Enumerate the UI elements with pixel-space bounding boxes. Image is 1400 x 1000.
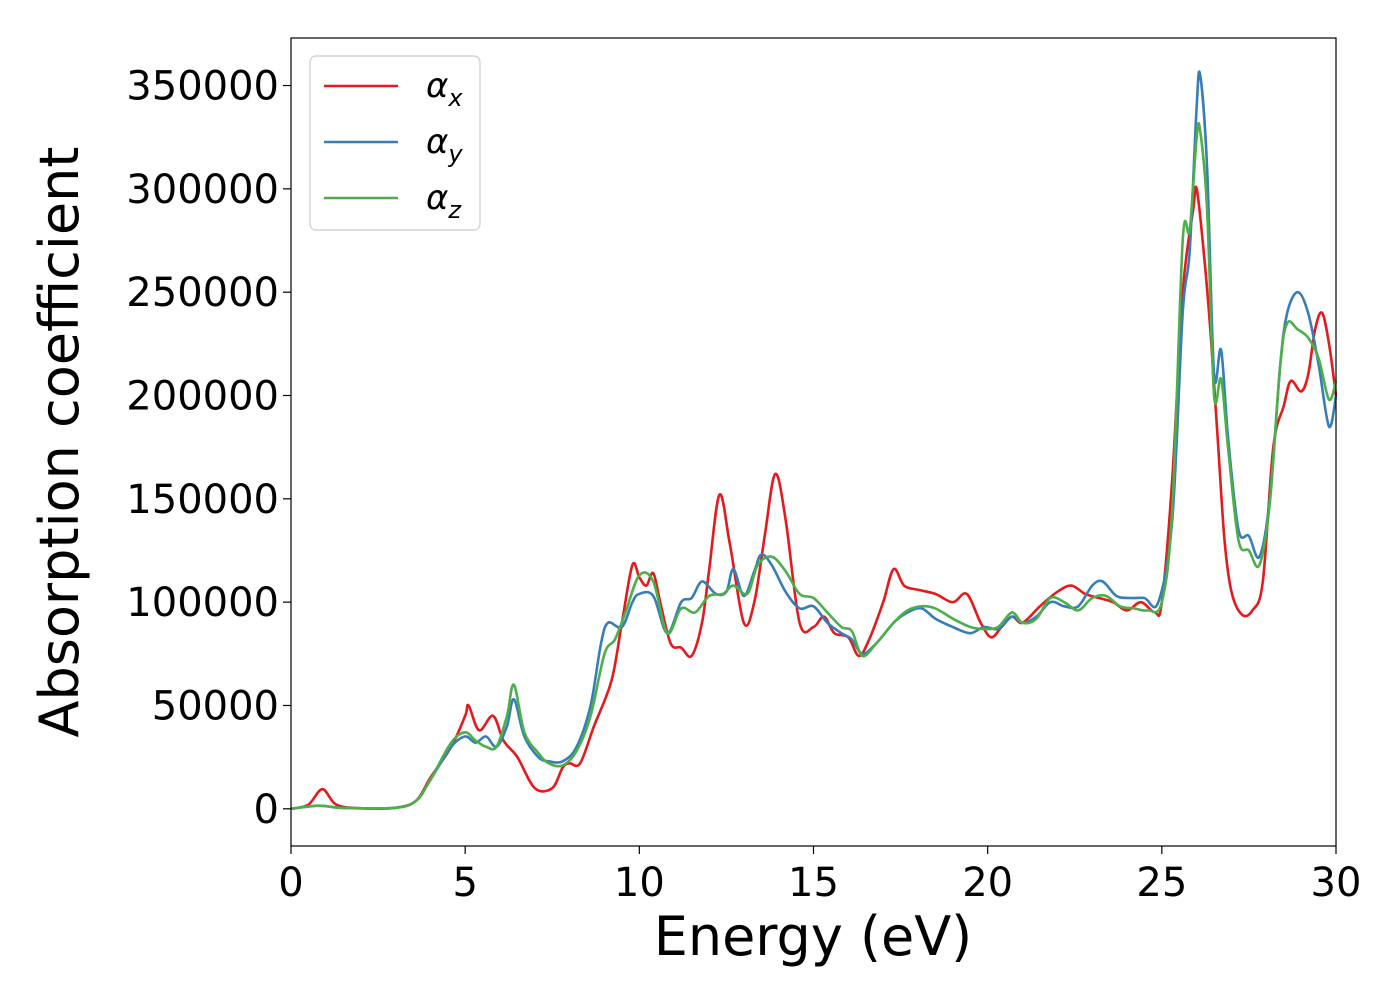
y-axis-ticks: 0 50000 100000 150000 200000 250000 300000 3500… — [126, 64, 291, 833]
x-tick-label: 15 — [788, 860, 839, 906]
y-axis-label: Absorption coefficient — [28, 147, 91, 738]
x-tick-label: 0 — [278, 860, 303, 906]
x-axis-label: Energy (eV) — [654, 905, 973, 968]
x-tick-label: 5 — [452, 860, 477, 906]
series-line-alpha-z — [290, 121, 1338, 811]
x-tick-label: 20 — [962, 860, 1013, 906]
series-line-alpha-x — [290, 185, 1338, 811]
y-tick-label: 300000 — [126, 167, 279, 213]
x-tick-label: 10 — [614, 860, 665, 906]
x-tick-label: 25 — [1136, 860, 1187, 906]
legend-label-alpha-x: αx — [426, 66, 463, 112]
y-tick-label: 150000 — [126, 477, 279, 523]
series-layer — [290, 70, 1338, 811]
legend-label-alpha-z: αz — [426, 178, 462, 224]
y-tick-label: 350000 — [126, 64, 279, 110]
x-tick-label: 30 — [1311, 860, 1362, 906]
legend-label-alpha-y: αy — [426, 122, 463, 168]
y-tick-label: 100000 — [126, 580, 279, 626]
y-tick-label: 0 — [254, 787, 279, 833]
y-tick-label: 50000 — [152, 683, 279, 729]
legend: αx αy αz — [309, 55, 481, 231]
x-axis-ticks: 0 5 10 15 20 25 30 — [278, 846, 1361, 906]
y-tick-label: 200000 — [126, 374, 279, 420]
y-tick-label: 250000 — [126, 270, 279, 316]
